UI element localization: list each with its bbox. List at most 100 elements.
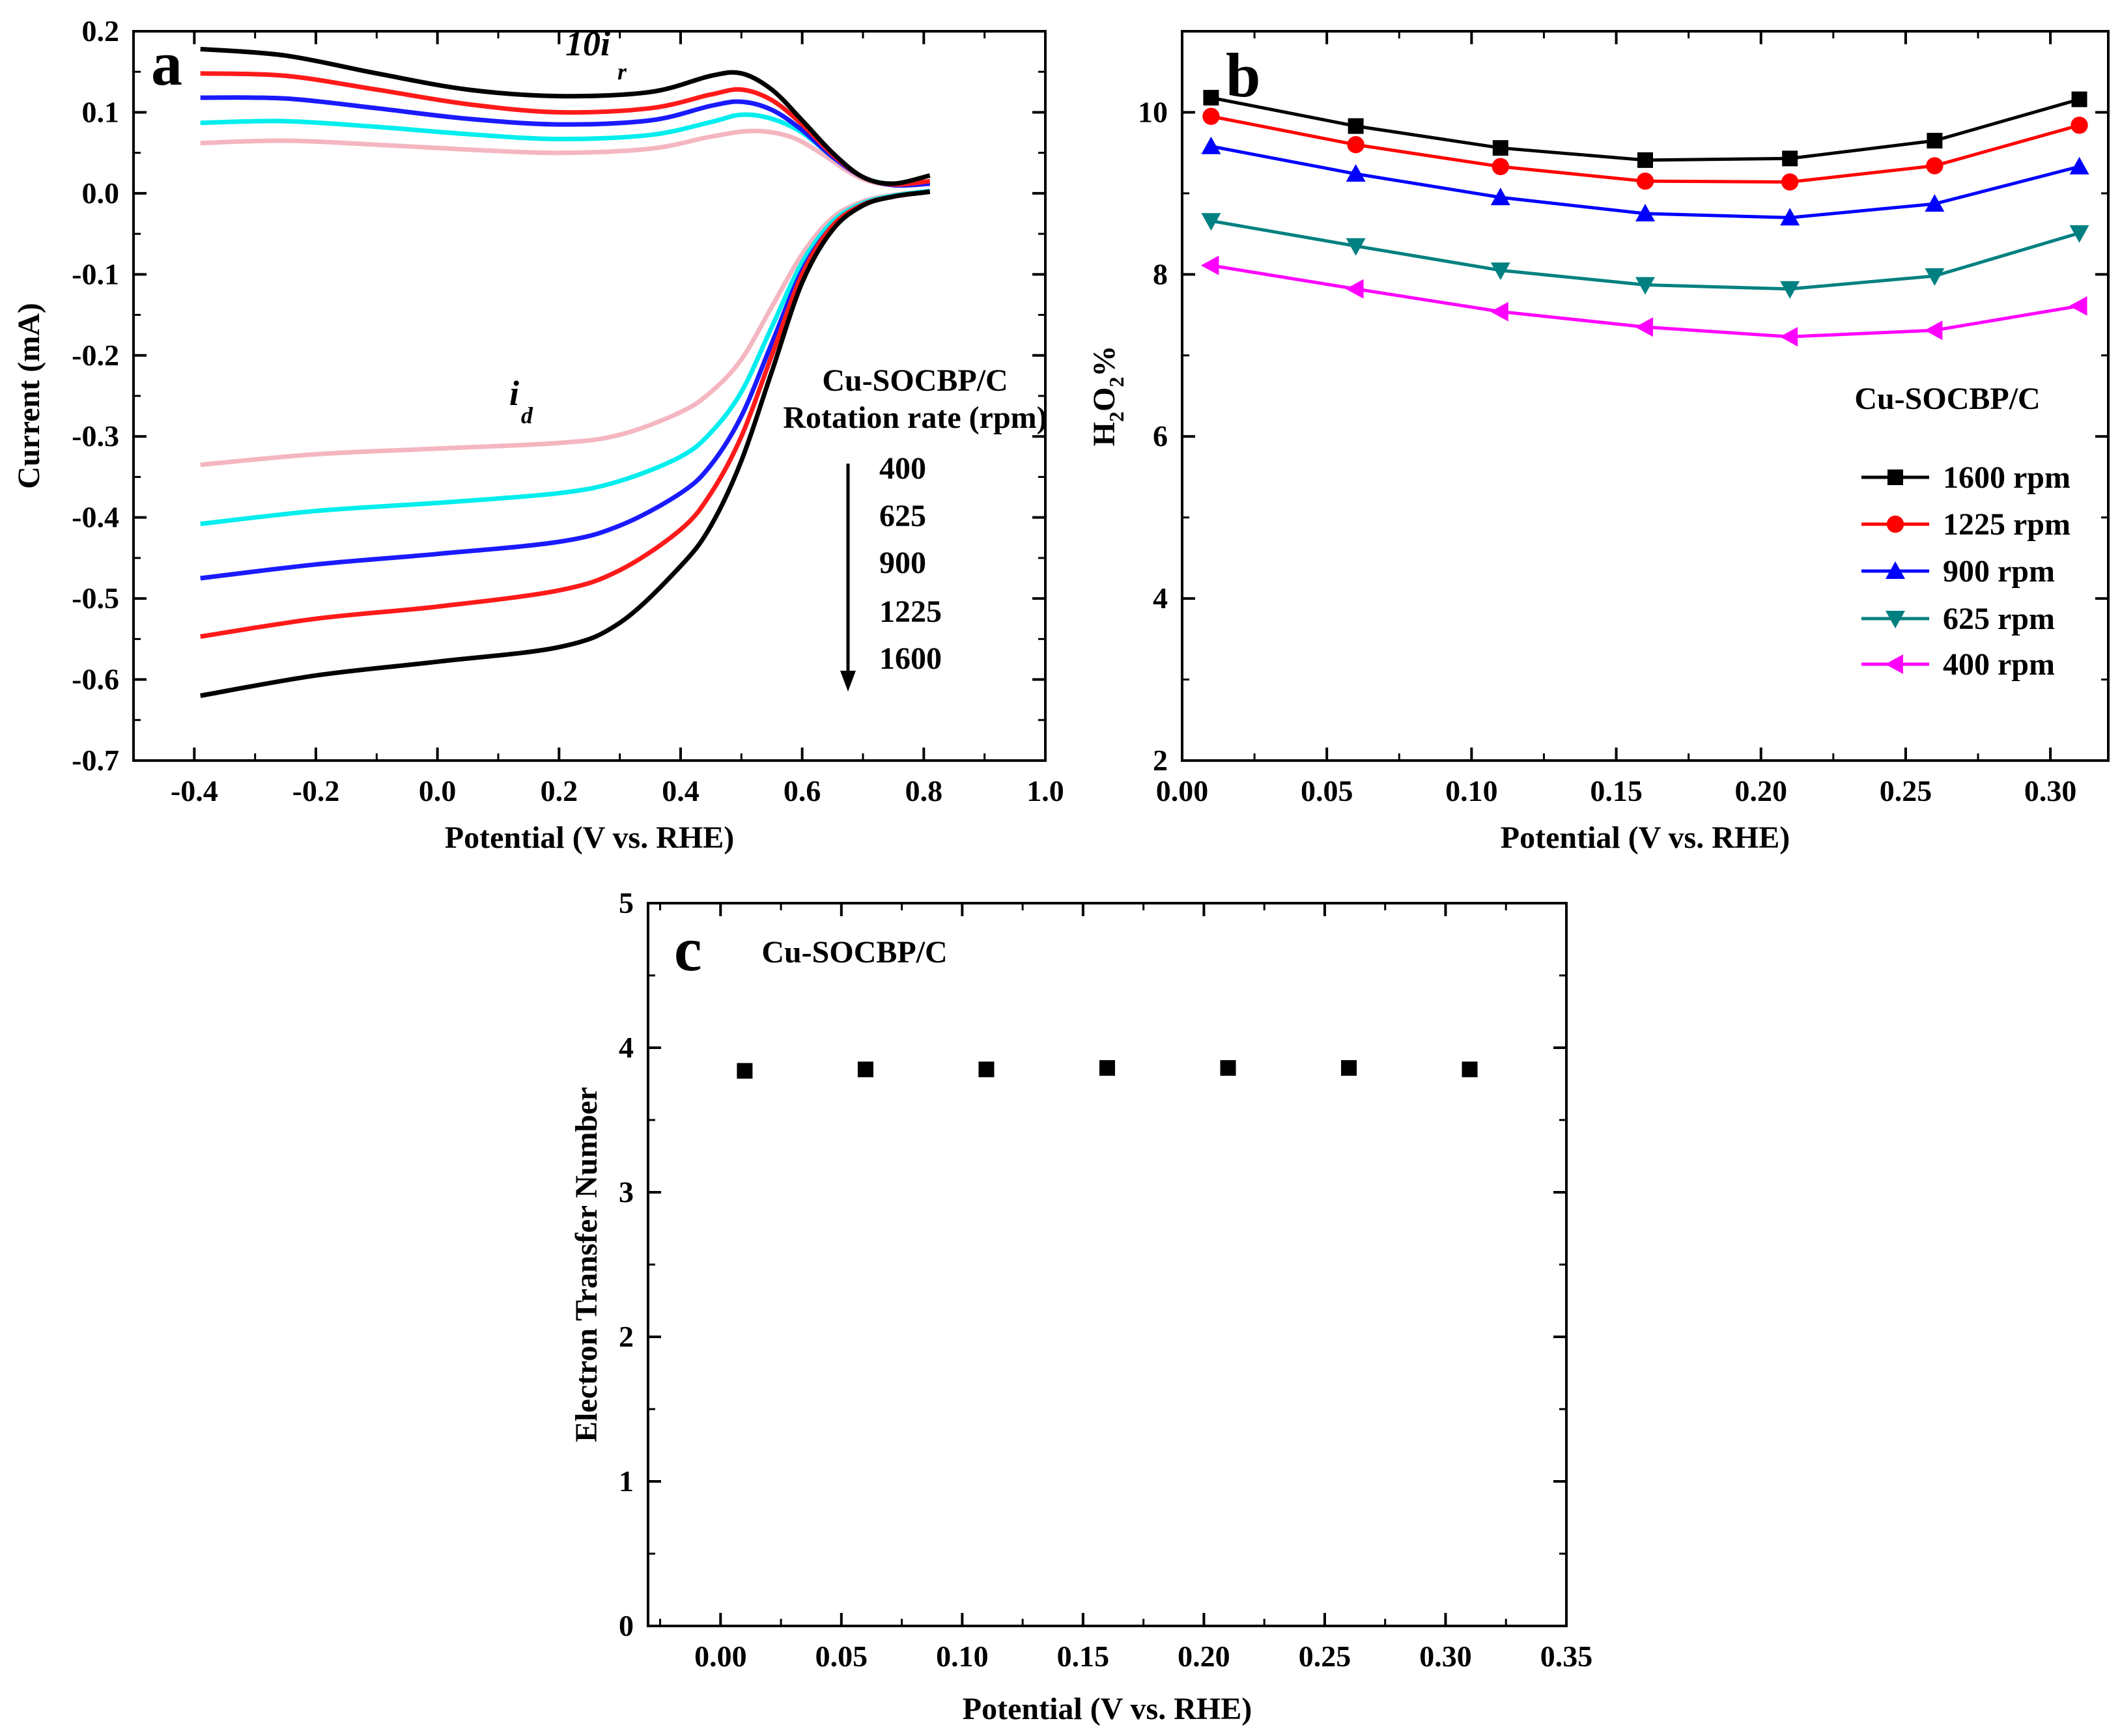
y-tick-label: 8 xyxy=(1153,257,1168,290)
data-point xyxy=(1635,317,1653,337)
data-point xyxy=(1202,107,1220,125)
data-point xyxy=(1924,320,1943,341)
y-axis-title: Current (mA) xyxy=(12,303,46,489)
data-point xyxy=(1490,188,1510,206)
rate-arrow-head xyxy=(840,671,856,692)
y-tick-label: 0 xyxy=(619,1609,634,1642)
data-point xyxy=(1925,268,1945,286)
panel-label: a xyxy=(151,29,182,98)
legend-marker xyxy=(1886,611,1905,628)
ring-current-line-1225 xyxy=(200,71,931,187)
data-point xyxy=(737,1063,753,1079)
x-axis-title: Potential (V vs. RHE) xyxy=(1501,820,1790,855)
y-tick-label: -0.7 xyxy=(72,744,119,777)
x-tick-label: -0.4 xyxy=(171,774,218,807)
legend-label: 400 rpm xyxy=(1943,647,2055,682)
y-tick-label: -0.2 xyxy=(72,339,119,372)
rate-label: 900 xyxy=(879,546,926,580)
x-tick-label: 0.00 xyxy=(1156,774,1209,807)
y-tick-label: -0.1 xyxy=(72,257,119,290)
data-point xyxy=(1926,157,1943,175)
disk-current-line-1600 xyxy=(200,189,931,698)
x-tick-label: 0.15 xyxy=(1057,1640,1110,1673)
data-point xyxy=(2069,156,2089,175)
data-point xyxy=(1780,208,1800,226)
data-point xyxy=(1635,277,1655,295)
plot-frame xyxy=(1181,30,2110,762)
legend-marker xyxy=(1887,469,1903,485)
x-tick-label: 0.05 xyxy=(815,1640,868,1673)
y-tick-label: 4 xyxy=(1153,581,1168,615)
rate-label: 1225 xyxy=(879,595,942,629)
rate-label: 625 xyxy=(879,499,926,533)
y-tick-label: 10 xyxy=(1138,95,1168,128)
legend-marker xyxy=(1886,561,1905,579)
series-line-1600-rpm xyxy=(1210,96,2080,162)
legend-label: 900 rpm xyxy=(1943,554,2055,589)
x-tick-label: 0.00 xyxy=(694,1640,747,1673)
x-tick-label: 0.30 xyxy=(2024,774,2077,807)
data-point xyxy=(1490,262,1510,281)
y-tick-label: 1 xyxy=(619,1464,634,1498)
data-point xyxy=(1492,140,1508,156)
y-title-subscript: 2 xyxy=(1105,377,1128,387)
x-tick-label: -0.2 xyxy=(292,774,340,807)
data-point xyxy=(1490,301,1508,322)
y-tick-label: 4 xyxy=(619,1031,634,1064)
x-tick-label: 0.10 xyxy=(1445,774,1498,807)
y-tick-label: 3 xyxy=(619,1175,634,1209)
y-axis-title-text: H2O2% xyxy=(1087,346,1128,447)
data-point xyxy=(1782,150,1798,167)
panel-label: c xyxy=(674,914,702,984)
data-point xyxy=(2069,296,2087,316)
legend-label: 625 rpm xyxy=(1943,602,2055,636)
x-tick-label: 0.0 xyxy=(419,774,457,807)
data-point xyxy=(2071,91,2087,107)
y-tick-label: -0.6 xyxy=(72,663,119,696)
legend-marker xyxy=(1885,654,1903,674)
disk-current-label: i xyxy=(509,374,519,413)
x-tick-label: 0.10 xyxy=(936,1640,989,1673)
data-point xyxy=(978,1061,995,1078)
data-point xyxy=(2069,225,2089,243)
y-axis-title: Electron Transfer Number xyxy=(569,1087,604,1442)
y-tick-label: 6 xyxy=(1153,419,1168,453)
y-tick-label: -0.3 xyxy=(72,419,119,453)
ring-current-line-1600 xyxy=(200,46,931,186)
data-point xyxy=(1635,204,1655,221)
data-point xyxy=(1203,90,1219,106)
data-point xyxy=(1348,118,1364,134)
legend-label: 1600 rpm xyxy=(1943,460,2071,495)
y-tick-label: 0.1 xyxy=(82,95,120,128)
y-tick-label: 0.2 xyxy=(82,14,120,48)
data-point xyxy=(1637,152,1653,168)
data-point xyxy=(1220,1060,1236,1076)
data-point xyxy=(1346,238,1366,256)
sample-label: Cu-SOCBP/C xyxy=(1854,382,2040,416)
panel-label: b xyxy=(1226,40,1260,110)
x-axis-title: Potential (V vs. RHE) xyxy=(445,820,734,855)
ring-current-label-sub: r xyxy=(617,59,627,85)
x-tick-label: 0.8 xyxy=(905,774,943,807)
data-point xyxy=(1462,1061,1478,1078)
data-point xyxy=(1780,281,1800,299)
x-tick-label: 0.6 xyxy=(784,774,821,807)
x-tick-label: 0.20 xyxy=(1735,774,1788,807)
y-title-part: H xyxy=(1087,422,1122,446)
data-point xyxy=(1346,164,1366,182)
data-point xyxy=(1781,173,1799,191)
y-tick-label: -0.4 xyxy=(72,501,119,534)
y-tick-label: 0.0 xyxy=(82,176,120,210)
data-point xyxy=(1779,327,1798,347)
x-tick-label: 0.20 xyxy=(1178,1640,1230,1673)
sample-label: Cu-SOCBP/C xyxy=(822,363,1008,398)
y-title-subscript: 2 xyxy=(1105,412,1128,422)
panel-c: 0.00 0.05 0.10 0.15 0.20 0.25 0.30 0.35 0 1 2 3 4 5 Po… xyxy=(569,886,1592,1726)
data-point xyxy=(1927,133,1943,148)
data-point xyxy=(1346,279,1364,299)
rate-label: 400 xyxy=(879,451,926,486)
y-title-part: % xyxy=(1087,346,1122,377)
data-point xyxy=(1201,136,1221,154)
x-axis-title: Potential (V vs. RHE) xyxy=(963,1692,1252,1726)
